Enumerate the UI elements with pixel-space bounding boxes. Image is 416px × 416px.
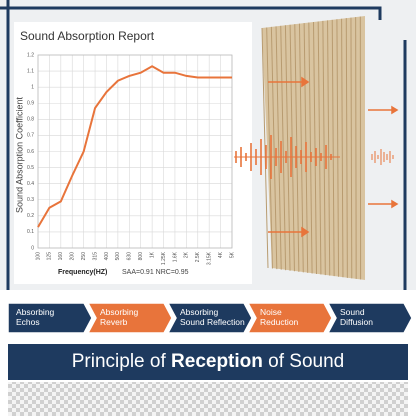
x-tick-label: 500 — [115, 252, 121, 261]
banner-label: Absorbing Reverb — [100, 307, 139, 327]
x-tick-label: 630 — [127, 252, 133, 261]
y-tick-label: 0.6 — [27, 149, 34, 155]
footer-band — [8, 344, 408, 380]
annotation: SAA=0.91 NRC=0.95 — [122, 269, 189, 276]
plot-frame — [37, 54, 233, 249]
banner — [246, 302, 333, 334]
banner-label-line: Sound Reflection — [180, 317, 245, 327]
y-axis-label: Sound Absorption Coefficient — [14, 97, 24, 213]
banner-label: Absorbing Echos — [16, 307, 55, 327]
x-tick-label: 125 — [47, 252, 53, 261]
banner — [166, 302, 253, 334]
sound-wave — [234, 135, 394, 179]
wood-slat-gap — [270, 26, 278, 270]
banner-label-line: Reverb — [100, 317, 128, 327]
y-tick-label: 0.7 — [27, 133, 34, 139]
wood-slat-gap — [275, 26, 282, 270]
wood-slat-gap — [345, 18, 348, 278]
wood-slat-gap — [350, 17, 353, 279]
wood-slat-gap — [336, 19, 340, 277]
y-tick-label: 0 — [31, 245, 34, 251]
banner-label-line: Noise — [260, 307, 282, 317]
x-tick-label: 4K — [218, 251, 224, 258]
wood-slat-gap — [322, 20, 326, 276]
banner — [86, 302, 173, 334]
y-tick-label: 1.2 — [27, 52, 34, 58]
x-tick-label: 200 — [70, 252, 76, 261]
x-axis-label: Frequency(HZ) — [58, 269, 107, 276]
wood-slat-gap — [261, 27, 269, 269]
wood-slat-gap — [308, 22, 313, 274]
sound-arrows — [268, 76, 399, 238]
data-line — [37, 65, 232, 228]
banner — [326, 302, 413, 334]
x-tick-label: 400 — [104, 252, 110, 261]
x-tick-label: 315 — [92, 252, 98, 261]
x-tick-label: 1.25K — [161, 251, 167, 265]
banner-label-line: Absorbing — [16, 307, 55, 317]
x-tick-label: 2.5K — [195, 251, 201, 262]
wood-slat-gap — [284, 25, 291, 271]
x-tick-label: 100 — [35, 252, 41, 261]
y-tick-label: 0.1 — [27, 229, 34, 235]
wood-slat-gap — [327, 20, 331, 276]
y-tick-label: 0.3 — [27, 197, 34, 203]
y-tick-label: 0.4 — [27, 181, 34, 187]
x-tick-label: 1K — [149, 251, 155, 258]
banner-label-line: Reduction — [260, 317, 299, 327]
y-tick-label: 1.1 — [27, 68, 34, 74]
footer-title-bold: Reception — [171, 351, 263, 372]
wood-slat-gap — [317, 21, 322, 275]
y-tick-label: 0.2 — [27, 213, 34, 219]
chart-title: Sound Absorption Report — [20, 29, 155, 43]
wood-panel — [261, 16, 365, 280]
footer-title: Principle of Reception of Sound — [72, 351, 345, 372]
banner-label-line: Echos — [16, 317, 40, 327]
footer-title-end: of Sound — [268, 351, 344, 372]
wood-slat-gap — [289, 24, 295, 272]
y-tick-label: 0.5 — [27, 165, 34, 171]
checker-strip — [8, 382, 408, 416]
wood-slat-gap — [313, 21, 317, 275]
y-tick-label: 0.9 — [27, 101, 34, 107]
frame-lines — [0, 0, 382, 290]
chart: Sound Absorption Report Sound Absorption… — [14, 29, 235, 276]
banner-label-line: Absorbing — [100, 307, 139, 317]
footer-title-start: Principle of — [72, 351, 167, 372]
banner — [7, 302, 93, 334]
banner-label: Noise Reduction — [260, 307, 299, 327]
x-tick-label: 2K — [184, 251, 190, 258]
y-tick-label: 0.8 — [27, 117, 34, 123]
x-tick-label: 1.6K — [172, 251, 178, 262]
y-tick-label: 1 — [31, 84, 34, 90]
wood-slat-gap — [341, 18, 344, 278]
wood-slat-gap — [331, 19, 335, 277]
banner-label-line: Absorbing — [180, 307, 219, 317]
banner-label: Absorbing Sound Reflection — [180, 307, 245, 327]
x-tick-label: 800 — [138, 252, 144, 261]
x-tick-label: 3.15K — [207, 251, 213, 265]
wood-slat-gap — [294, 24, 300, 272]
wood-slat-gap — [280, 25, 287, 271]
chart-panel — [14, 22, 252, 284]
wood-slat-gap — [266, 27, 273, 269]
banner-label-line: Sound — [340, 307, 365, 317]
wood-slat-gap — [355, 17, 357, 279]
x-tick-label: 160 — [58, 252, 64, 261]
x-tick-label: 5K — [229, 251, 235, 258]
banner-label: Sound Diffusion — [340, 307, 373, 327]
banner-label-line: Diffusion — [340, 317, 373, 327]
x-tick-label: 250 — [81, 252, 87, 261]
